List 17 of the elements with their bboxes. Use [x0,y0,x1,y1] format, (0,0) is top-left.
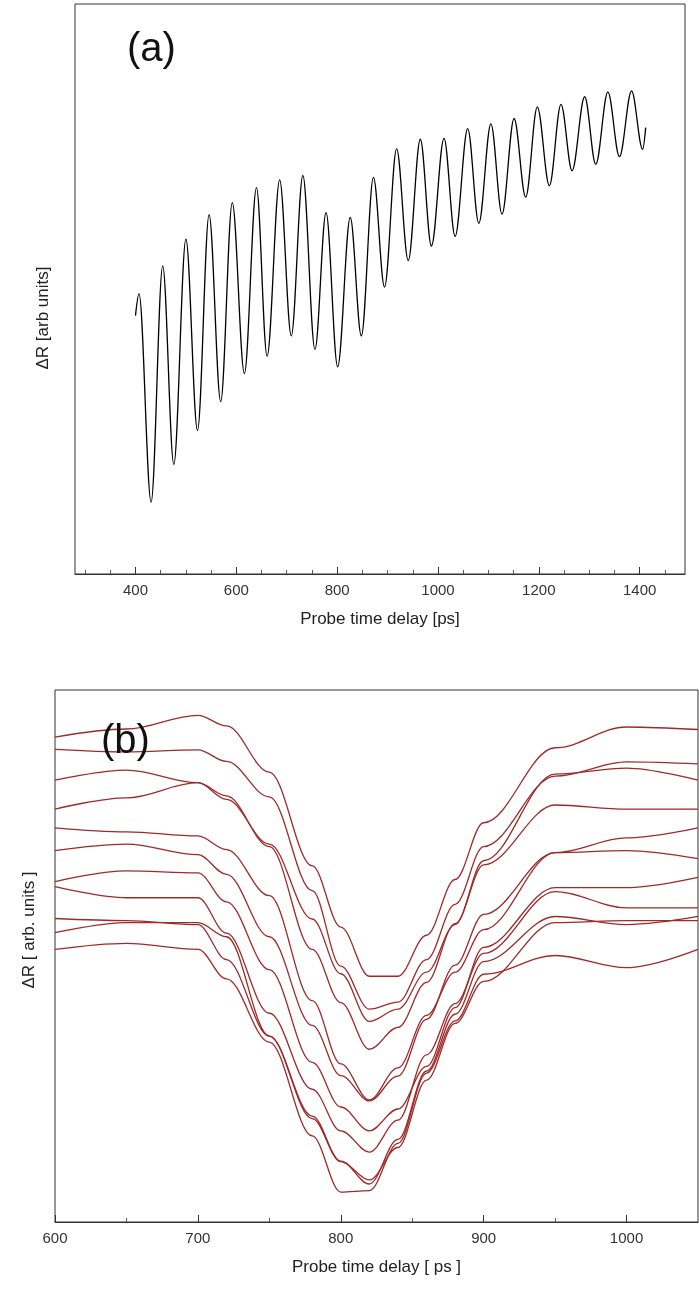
chart-title: (a) [127,25,176,69]
x-tick-label: 1000 [421,581,455,598]
x-tick-label: 800 [328,1229,354,1246]
chart-title: (b) [101,717,150,761]
x-tick-label: 600 [223,581,249,598]
x-tick-label: 700 [185,1229,211,1246]
x-tick-label: 600 [42,1229,68,1246]
x-axis-title: Probe time delay [ ps ] [291,1257,462,1276]
y-axis-title: ΔR [ arb. units ] [18,871,38,989]
x-tick-label: 800 [324,581,350,598]
x-tick-label: 400 [122,581,149,598]
x-axis-title: Probe time delay [ps] [300,609,460,628]
y-axis-title: ΔR [arb units] [32,266,52,370]
x-tick-label: 1400 [622,581,657,598]
x-tick-label: 1200 [522,581,556,598]
x-tick-label: 900 [471,1229,497,1246]
x-tick-label: 1000 [609,1229,644,1246]
